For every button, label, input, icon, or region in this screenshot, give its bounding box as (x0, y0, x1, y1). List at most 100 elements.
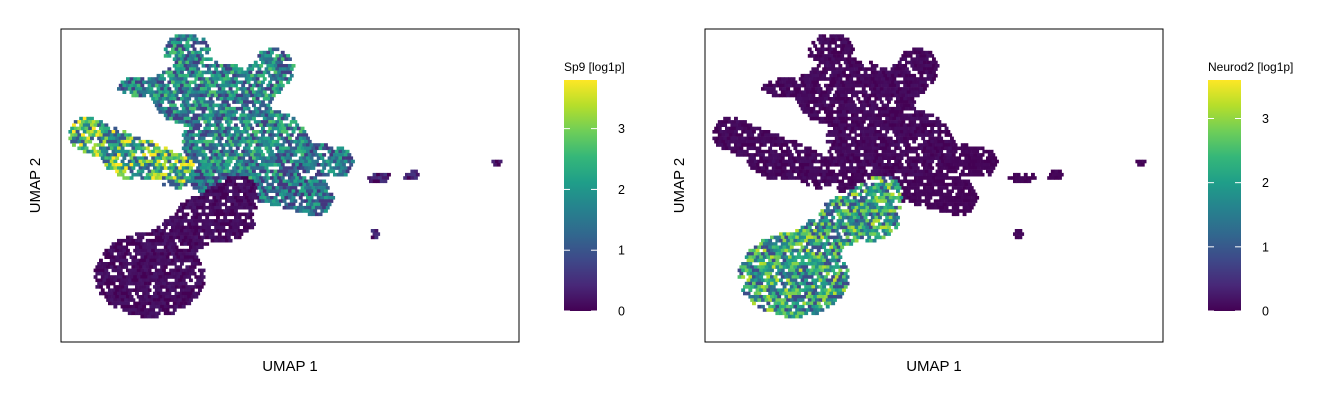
hexbin-cell (126, 176, 130, 180)
hexbin-cell (173, 170, 177, 174)
hexbin-cell (182, 259, 186, 263)
hexbin-cell (802, 84, 806, 88)
hexbin-cell (202, 176, 206, 180)
hexbin-cell (761, 173, 765, 177)
hexbin-cell (250, 94, 254, 98)
hexbin-cell (169, 97, 173, 101)
hexbin-cell (239, 120, 243, 124)
hexbin-cell (124, 265, 128, 269)
hexbin-cell (281, 117, 285, 121)
hexbin-cell (736, 147, 740, 151)
hexbin-cell (202, 137, 206, 141)
hexbin-cell (970, 166, 974, 170)
hexbin-cell (189, 239, 193, 243)
hexbin-cell (112, 275, 116, 279)
hexbin-cell (885, 203, 889, 207)
hexbin-cell (223, 236, 227, 240)
hexbin-cell (815, 48, 819, 52)
hexbin-cell (115, 255, 119, 259)
hexbin-cell (919, 147, 923, 151)
hexbin-cell (175, 213, 179, 217)
hexbin-cell (883, 186, 887, 190)
hexbin-cell (187, 104, 191, 108)
hexbin-cell (892, 110, 896, 114)
hexbin-cell (860, 170, 864, 174)
hexbin-cell (795, 84, 799, 88)
hexbin-cell (250, 140, 254, 144)
hexbin-cell (173, 163, 177, 167)
hexbin-cell (90, 137, 94, 141)
hexbin-cell (221, 114, 225, 118)
hexbin-cell (945, 127, 949, 131)
hexbin-cell (892, 64, 896, 68)
hexbin-cell (94, 269, 98, 273)
hexbin-cell (216, 71, 220, 75)
hexbin-cell (831, 236, 835, 240)
hexbin-cell (867, 229, 871, 233)
hexbin-cell (169, 242, 173, 246)
hexbin-cell (137, 275, 141, 279)
hexbin-cell (301, 180, 305, 184)
hexbin-cell (869, 114, 873, 118)
hexbin-cell (117, 272, 121, 276)
hexbin-cell (1015, 236, 1019, 240)
hexbin-cell (299, 189, 303, 193)
hexbin-cell (885, 156, 889, 160)
hexbin-cell (272, 61, 276, 65)
hexbin-cell (245, 216, 249, 220)
hexbin-cell (833, 54, 837, 58)
hexbin-cell (232, 213, 236, 217)
hexbin-cell (248, 209, 252, 213)
hexbin-cell (169, 262, 173, 266)
hexbin-cell (874, 163, 878, 167)
hexbin-cell (838, 97, 842, 101)
hexbin-cell (319, 193, 323, 197)
hexbin-cell (799, 104, 803, 108)
hexbin-cell (158, 110, 162, 114)
hexbin-cell (200, 246, 204, 250)
hexbin-cell (909, 114, 913, 118)
hexbin-cell (257, 173, 261, 177)
hexbin-cell (175, 54, 179, 58)
hexbin-cell (923, 173, 927, 177)
hexbin-cell (882, 229, 886, 233)
hexbin-cell (119, 255, 123, 259)
hexbin-cell (124, 305, 128, 309)
hexbin-cell (238, 130, 242, 134)
hexbin-cell (842, 38, 846, 42)
hexbin-cell (955, 199, 959, 203)
hexbin-cell (937, 133, 941, 137)
hexbin-cell (937, 140, 941, 144)
hexbin-cell (324, 163, 328, 167)
hexbin-cell (119, 249, 123, 253)
hexbin-cell (826, 87, 830, 91)
hexbin-cell (209, 229, 213, 233)
hexbin-cell (869, 206, 873, 210)
hexbin-cell (189, 153, 193, 157)
hexbin-cell (301, 166, 305, 170)
hexbin-cell (128, 252, 132, 256)
hexbin-cell (180, 170, 184, 174)
hexbin-cell (855, 67, 859, 71)
hexbin-cell (214, 74, 218, 78)
hexbin-cell (889, 183, 893, 187)
hexbin-cell (311, 206, 315, 210)
hexbin-cell (772, 173, 776, 177)
hexbin-cell (799, 242, 803, 246)
hexbin-cell (74, 140, 78, 144)
hexbin-cell (189, 180, 193, 184)
hexbin-cell (819, 100, 823, 104)
hexbin-cell (185, 265, 189, 269)
hexbin-cell (855, 114, 859, 118)
hexbin-cell (209, 176, 213, 180)
hexbin-cell (157, 107, 161, 111)
hexbin-cell (304, 186, 308, 190)
hexbin-cell (963, 160, 967, 164)
hexbin-cell (867, 77, 871, 81)
hexbin-cell (173, 57, 177, 61)
hexbin-cell (227, 183, 231, 187)
hexbin-cell (151, 249, 155, 253)
hexbin-cell (193, 100, 197, 104)
hexbin-cell (297, 140, 301, 144)
hexbin-cell (380, 173, 384, 177)
